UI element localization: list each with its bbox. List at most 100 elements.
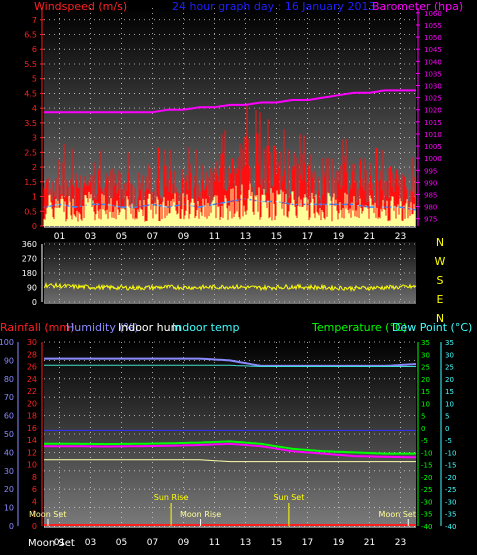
chart-title: 24 hour graph day : 16 January 2013 <box>172 0 376 13</box>
baro-tick-label: 990 <box>424 179 437 187</box>
temp-tick-label: -40 <box>421 523 432 531</box>
hour-tick-label: 19 <box>333 538 345 548</box>
humidity-tick-label: 100 <box>0 338 14 347</box>
direction-tick-label: 0 <box>32 298 37 307</box>
humidity-tick-label: 60 <box>4 412 14 421</box>
moon-event-label: Moon Set <box>29 510 66 519</box>
wind-axis-label: Windspeed (m/s) <box>34 0 127 13</box>
rain-tick-label: 28 <box>27 350 37 359</box>
hour-tick-label: 19 <box>333 232 345 242</box>
hour-tick-label: 05 <box>116 232 127 242</box>
direction-tick-label: 270 <box>22 255 37 264</box>
temp-panel-bg <box>44 340 416 526</box>
temp-tick-label: 5 <box>421 413 425 421</box>
direction-tick-label: 360 <box>22 240 37 249</box>
dew-tick-label: -25 <box>445 486 456 494</box>
rain-tick-label: 16 <box>27 424 37 433</box>
baro-tick-label: 1005 <box>424 143 442 151</box>
baro-tick-label: 1035 <box>424 70 442 78</box>
direction-tick-label: 90 <box>27 284 37 293</box>
rain-tick-label: 18 <box>27 412 37 421</box>
temp-tick-label: -35 <box>421 511 432 519</box>
rain-tick-label: 20 <box>27 399 37 408</box>
baro-tick-label: 1055 <box>424 22 442 30</box>
wind-tick-label: 6 <box>32 45 37 54</box>
baro-tick-label: 995 <box>424 167 437 175</box>
indoor-temp-label: Indoor temp <box>172 321 239 334</box>
humidity-tick-label: 90 <box>4 356 14 365</box>
baro-tick-label: 1025 <box>424 95 442 103</box>
baro-tick-label: 1000 <box>424 155 442 163</box>
hour-tick-label: 11 <box>209 232 220 242</box>
temp-tick-label: 15 <box>421 388 430 396</box>
humidity-tick-label: 30 <box>4 467 14 476</box>
wind-tick-label: 1.5 <box>24 178 37 187</box>
sun-event-label: Sun Set <box>273 493 304 502</box>
wind-tick-label: 2 <box>32 163 37 172</box>
temp-data <box>44 357 417 526</box>
baro-axis-label: Barometer (hpa) <box>372 0 463 13</box>
hour-tick-label: 15 <box>271 232 282 242</box>
rain-tick-label: 14 <box>27 436 37 445</box>
humidity-tick-label: 10 <box>4 504 14 513</box>
temp-tick-label: 10 <box>421 400 430 408</box>
temp-tick-label: -15 <box>421 462 432 470</box>
moon-set-bottom-label: Moon Set <box>28 538 75 549</box>
temp-grid <box>44 341 416 527</box>
dewpoint-line <box>44 442 416 459</box>
dew-tick-label: -35 <box>445 511 456 519</box>
temp-tick-label: -30 <box>421 498 432 506</box>
baro-tick-label: 1020 <box>424 107 442 115</box>
temp-tick-label: 20 <box>421 376 430 384</box>
moon-event-label: Moon Rise <box>180 510 221 519</box>
dew-tick-label: -40 <box>445 523 456 531</box>
dew-tick-label: -30 <box>445 498 456 506</box>
wind-tick-label: 7 <box>32 16 37 25</box>
dew-tick-label: 25 <box>445 364 454 372</box>
hour-tick-label: 13 <box>240 232 251 242</box>
rain-tick-label: 30 <box>27 338 37 347</box>
hour-tick-label: 11 <box>209 538 220 548</box>
wind-tick-label: 3.5 <box>24 119 37 128</box>
direction-axis-ticks: 360 270 180 90 0 <box>22 240 43 307</box>
rain-tick-label: 24 <box>27 375 37 384</box>
temp-tick-label: -10 <box>421 449 432 457</box>
direction-grid <box>44 243 416 303</box>
rain-tick-label: 10 <box>27 461 37 470</box>
humidity-tick-label: 50 <box>4 430 14 439</box>
rain-tick-label: 22 <box>27 387 37 396</box>
temp-tick-label: -25 <box>421 486 432 494</box>
hour-tick-label: 23 <box>395 538 406 548</box>
hour-tick-label: 05 <box>116 538 127 548</box>
wind-tick-label: 4.5 <box>24 89 37 98</box>
hour-tick-label: 15 <box>271 538 282 548</box>
humidity-tick-label: 80 <box>4 375 14 384</box>
wind-tick-label: 5.5 <box>24 60 37 69</box>
baro-tick-label: 975 <box>424 216 437 224</box>
wind-baro-panel: 76.565.554.543.532.521.510.50 1060105510… <box>24 0 463 242</box>
indoor-hum-line <box>44 459 416 463</box>
dew-tick-label: 30 <box>445 351 454 359</box>
wind-tick-label: 5 <box>32 75 37 84</box>
temperature-label: Temperature (°C) <box>311 321 407 334</box>
baro-tick-label: 1030 <box>424 83 442 91</box>
direction-data <box>43 281 417 293</box>
hour-tick-label: 09 <box>178 232 190 242</box>
dew-tick-label: 10 <box>445 400 454 408</box>
wind-tick-label: 2.5 <box>24 148 37 157</box>
hour-tick-label: 09 <box>178 538 190 548</box>
wind-data <box>43 89 416 226</box>
rain-tick-label: 2 <box>32 510 37 519</box>
baro-axis-ticks: 1060 1055 1050 1045 1040 1035 1030 1025 1020 1015… <box>416 8 442 226</box>
humidity-line <box>44 357 417 367</box>
hour-tick-label: 01 <box>54 232 65 242</box>
temperature-line <box>44 440 416 455</box>
rain-tick-label: 0 <box>32 522 37 531</box>
dew-tick-label: 35 <box>445 339 454 347</box>
baro-tick-label: 1040 <box>424 58 442 66</box>
temp-tick-label: 0 <box>421 425 425 433</box>
direction-line <box>43 281 417 293</box>
dew-tick-label: -15 <box>445 462 456 470</box>
